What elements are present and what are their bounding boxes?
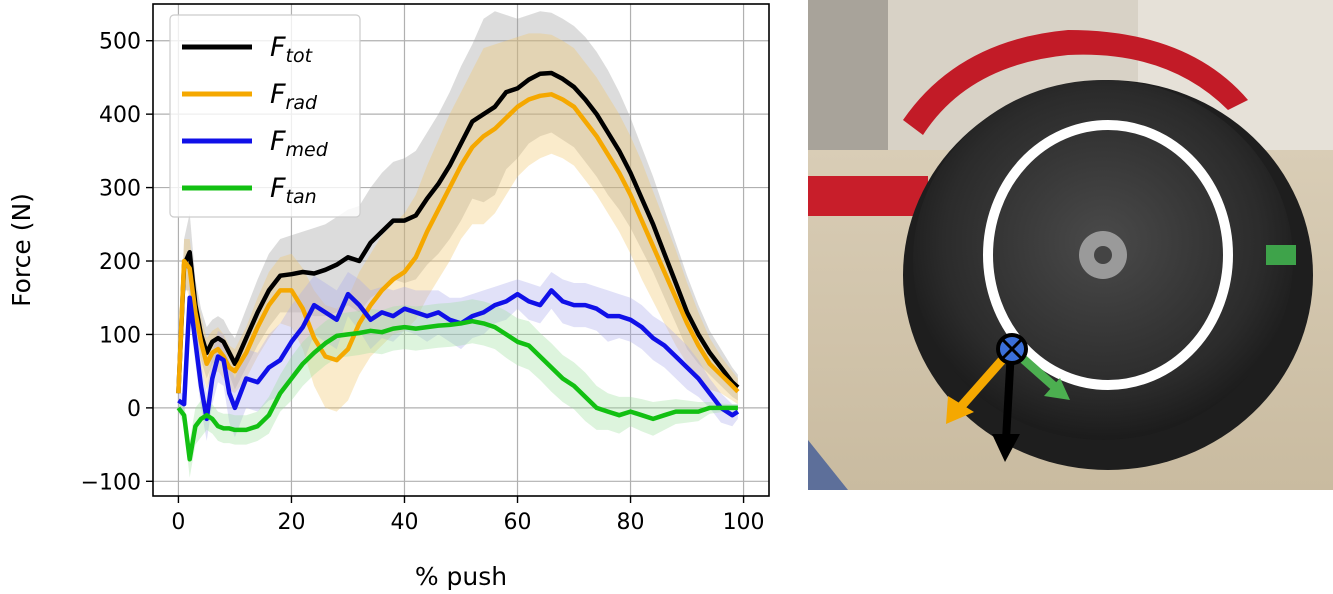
vertical-arrow-head bbox=[992, 434, 1020, 462]
x-tick-label: 20 bbox=[277, 510, 305, 535]
band-rad bbox=[178, 33, 738, 412]
x-axis-title: % push bbox=[415, 562, 507, 591]
tangential-arrow-head bbox=[1044, 378, 1070, 400]
ticks: 0 20 40 60 80 100 −100 0 100 200 300 400 500 bbox=[81, 30, 765, 535]
band-tot bbox=[178, 11, 738, 401]
series-line-rad bbox=[176, 92, 740, 394]
radial-arrow-head bbox=[946, 396, 974, 424]
push-rim-ring bbox=[983, 120, 1233, 390]
green-tape bbox=[1266, 245, 1296, 265]
x-tick-label: 100 bbox=[723, 510, 765, 535]
vertical-force-arrow bbox=[1002, 349, 1015, 441]
y-tick-label: 100 bbox=[99, 323, 141, 348]
floor-mat bbox=[808, 440, 848, 490]
y-tick-label: 0 bbox=[127, 397, 141, 422]
y-axis-title: Force (N) bbox=[7, 193, 36, 307]
x-tick-label: 80 bbox=[617, 510, 645, 535]
y-tick-label: 500 bbox=[99, 30, 141, 55]
series-line-med bbox=[177, 288, 740, 422]
y-tick-label: 300 bbox=[99, 177, 141, 202]
plot-frame bbox=[152, 3, 770, 497]
equipment-left bbox=[808, 0, 888, 170]
red-fender bbox=[903, 30, 1248, 135]
y-tick-label: −100 bbox=[81, 470, 141, 495]
x-tick-label: 40 bbox=[390, 510, 418, 535]
contact-cross-2 bbox=[1001, 338, 1023, 360]
series-line-tan bbox=[176, 318, 738, 462]
red-frame-bar bbox=[808, 176, 928, 216]
y-tick-label: 200 bbox=[99, 250, 141, 275]
wheel-photo bbox=[808, 0, 1333, 490]
hub-center bbox=[1094, 246, 1112, 264]
legend-box bbox=[169, 14, 361, 218]
x-tick-label: 60 bbox=[504, 510, 532, 535]
x-tick-label: 0 bbox=[171, 510, 185, 535]
series-lines bbox=[176, 70, 740, 462]
series-line-tot bbox=[176, 70, 740, 394]
band-med bbox=[178, 272, 738, 441]
y-tick-label: 400 bbox=[99, 103, 141, 128]
